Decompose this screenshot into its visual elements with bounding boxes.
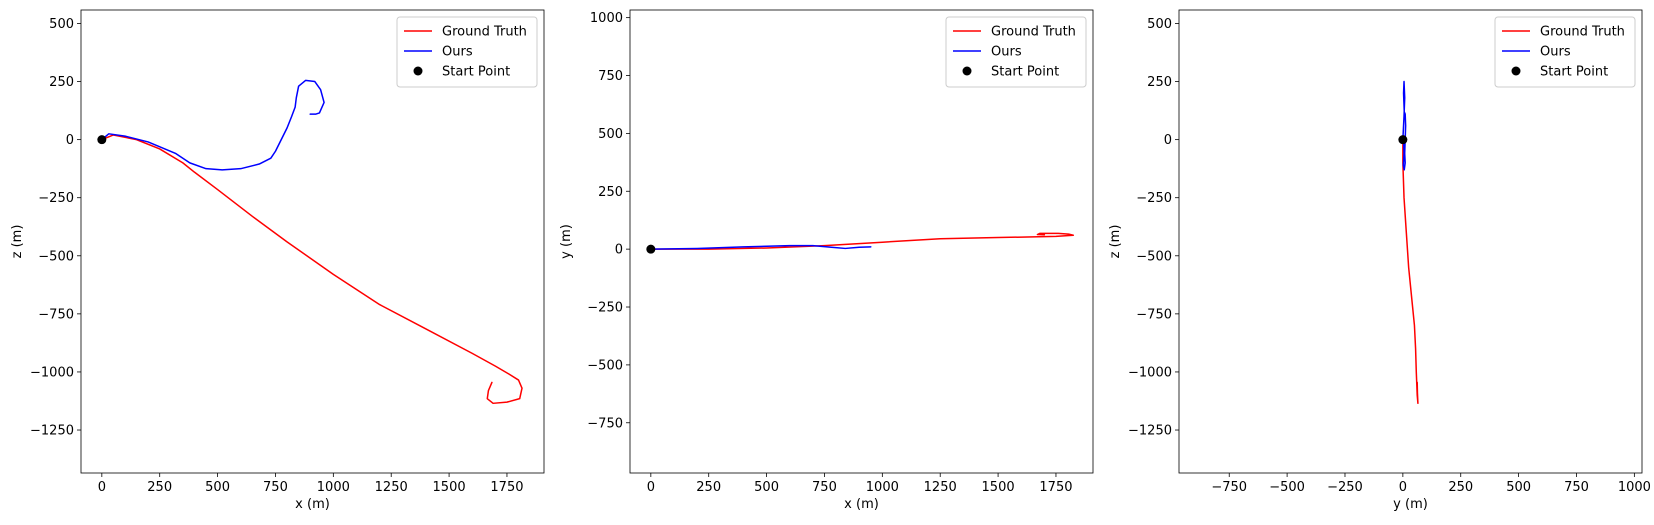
chart-panel-2: 0 250 500 750 1000 1250 1500 1750 1000 750 500 250 0… [559,9,1094,512]
y-tick-label: −500 [587,358,623,373]
y-tick-label: 750 [598,69,623,84]
y-tick-label: 0 [66,133,74,148]
x-tick-label: −250 [1327,480,1363,495]
series-line-ours [650,244,872,250]
x-tick-label: 250 [147,480,172,495]
x-tick-label: 1500 [433,480,466,495]
legend-marker-start-point [962,66,972,76]
x-axis-label: y (m) [1393,497,1428,512]
x-tick-label: 1750 [490,480,523,495]
x-tick-label: 500 [1506,480,1531,495]
y-tick-label: −750 [1136,307,1172,322]
start-point-marker [646,244,656,254]
legend-label-ours: Ours [991,45,1022,60]
x-tick-label: 1250 [375,480,408,495]
y-tick-label: −1250 [1128,424,1172,439]
y-tick-label: 0 [615,243,623,258]
x-tick-label: 0 [1399,480,1407,495]
y-tick-label: 250 [598,185,623,200]
axes-frame [80,9,545,474]
y-tick-label: −250 [38,191,74,206]
x-tick-label: 1000 [866,480,899,495]
legend-label-ground-truth: Ground Truth [991,25,1076,40]
legend-box [396,16,538,88]
legend-label-ground-truth: Ground Truth [1540,25,1625,40]
x-tick-label: 1750 [1039,480,1072,495]
legend-box [1494,16,1636,88]
legend-marker-start-point [413,66,423,76]
series-line-ours [1402,80,1407,171]
y-tick-label: −250 [1136,191,1172,206]
y-tick-label: 500 [598,127,623,142]
y-tick-label: −500 [1136,249,1172,264]
x-axis-label: x (m) [295,497,330,512]
legend-label-start-point: Start Point [442,65,510,80]
x-tick-label: −500 [1269,480,1305,495]
x-tick-label: 1000 [1618,480,1651,495]
y-tick-label: −1000 [30,365,74,380]
series-line-ground-truth [1402,138,1419,405]
x-tick-label: 1000 [317,480,350,495]
y-axis-label: y (m) [559,224,574,259]
chart-panel-1: 0 250 500 750 1000 1250 1500 1750 500 250 0 −250 −50… [10,9,545,512]
y-tick-label: −500 [38,249,74,264]
legend-label-start-point: Start Point [991,65,1059,80]
y-tick-label: 500 [49,17,74,32]
y-tick-label: 250 [49,75,74,90]
legend-label-ground-truth: Ground Truth [442,25,527,40]
series-line-ground-truth [650,232,1075,250]
y-tick-label: 250 [1147,75,1172,90]
legend-label-ours: Ours [1540,45,1571,60]
x-tick-label: 750 [263,480,288,495]
chart-panel-3: −750 −500 −250 0 250 500 750 1000 500 250 0 −250 −50… [1108,9,1651,512]
x-tick-label: 500 [205,480,230,495]
series-line-ground-truth [101,134,523,405]
x-tick-label: 1500 [982,480,1015,495]
y-tick-label: 0 [1164,133,1172,148]
y-axis-label: z (m) [10,225,25,259]
legend-label-ours: Ours [442,45,473,60]
y-tick-label: −750 [587,416,623,431]
y-tick-label: 1000 [590,11,623,26]
x-tick-label: 0 [98,480,106,495]
x-tick-label: 750 [1564,480,1589,495]
y-axis-label: z (m) [1108,225,1123,259]
x-tick-label: −750 [1211,480,1247,495]
start-point-marker [97,135,107,145]
axes-frame [629,9,1094,474]
x-tick-label: 750 [812,480,837,495]
y-tick-label: −250 [587,301,623,316]
y-tick-label: 500 [1147,17,1172,32]
x-tick-label: 0 [647,480,655,495]
y-tick-label: −1250 [30,424,74,439]
legend-marker-start-point [1511,66,1521,76]
legend-label-start-point: Start Point [1540,65,1608,80]
legend-box [945,16,1087,88]
x-tick-label: 500 [754,480,779,495]
axes-frame [1178,9,1643,474]
y-tick-label: −1000 [1128,365,1172,380]
y-tick-label: −750 [38,307,74,322]
legend: Ground Truth Ours Start Point [945,16,1087,88]
legend: Ground Truth Ours Start Point [1494,16,1636,88]
x-tick-label: 1250 [924,480,957,495]
start-point-marker [1398,135,1408,145]
x-tick-label: 250 [1448,480,1473,495]
x-tick-label: 250 [696,480,721,495]
x-axis-label: x (m) [844,497,879,512]
legend: Ground Truth Ours Start Point [396,16,538,88]
series-line-ours [101,79,325,171]
